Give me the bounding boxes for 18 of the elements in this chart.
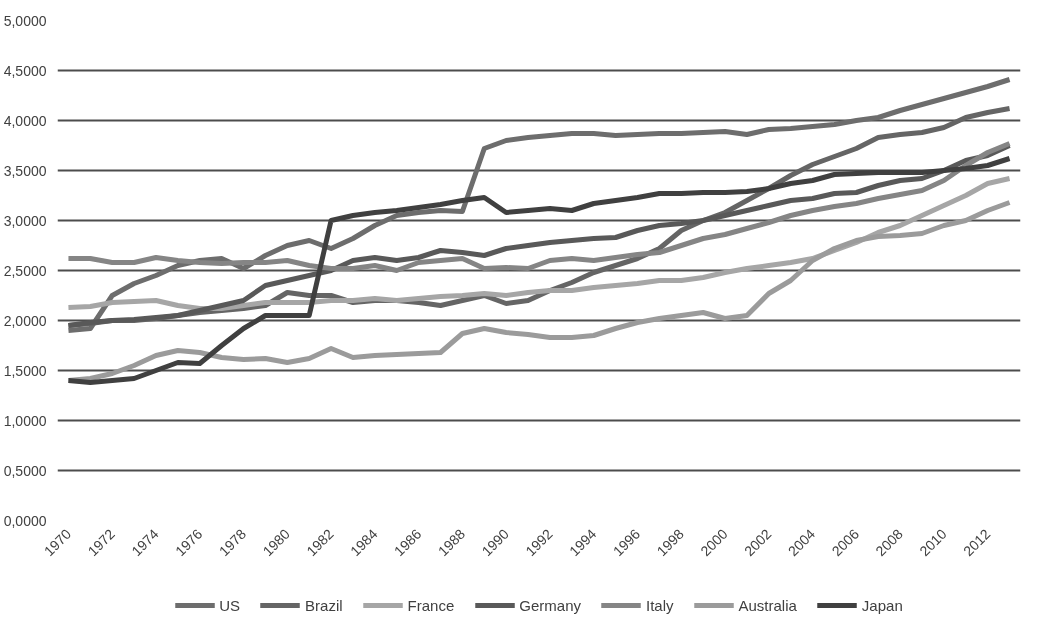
y-tick-label: 4,0000: [3, 112, 47, 129]
y-tick-label: 1,5000: [3, 362, 47, 379]
legend-label: Australia: [738, 596, 797, 614]
y-tick-label: 3,5000: [3, 162, 47, 179]
legend-label: France: [407, 596, 455, 614]
legend-label: Germany: [519, 596, 581, 614]
y-tick-label: 2,0000: [3, 312, 47, 329]
legend-label: Brazil: [305, 596, 343, 614]
legend-label: Italy: [645, 596, 674, 614]
legend-label: US: [219, 596, 241, 614]
y-tick-label: 1,0000: [3, 412, 47, 429]
y-tick-label: 2,5000: [3, 262, 47, 279]
y-tick-label: 0,5000: [3, 462, 47, 479]
y-tick-label: 4,5000: [3, 62, 47, 79]
legend-label: Japan: [861, 596, 903, 614]
y-tick-label: 5,0000: [3, 12, 47, 29]
y-tick-label: 3,0000: [3, 212, 47, 229]
y-tick-label: 0,0000: [3, 512, 47, 529]
